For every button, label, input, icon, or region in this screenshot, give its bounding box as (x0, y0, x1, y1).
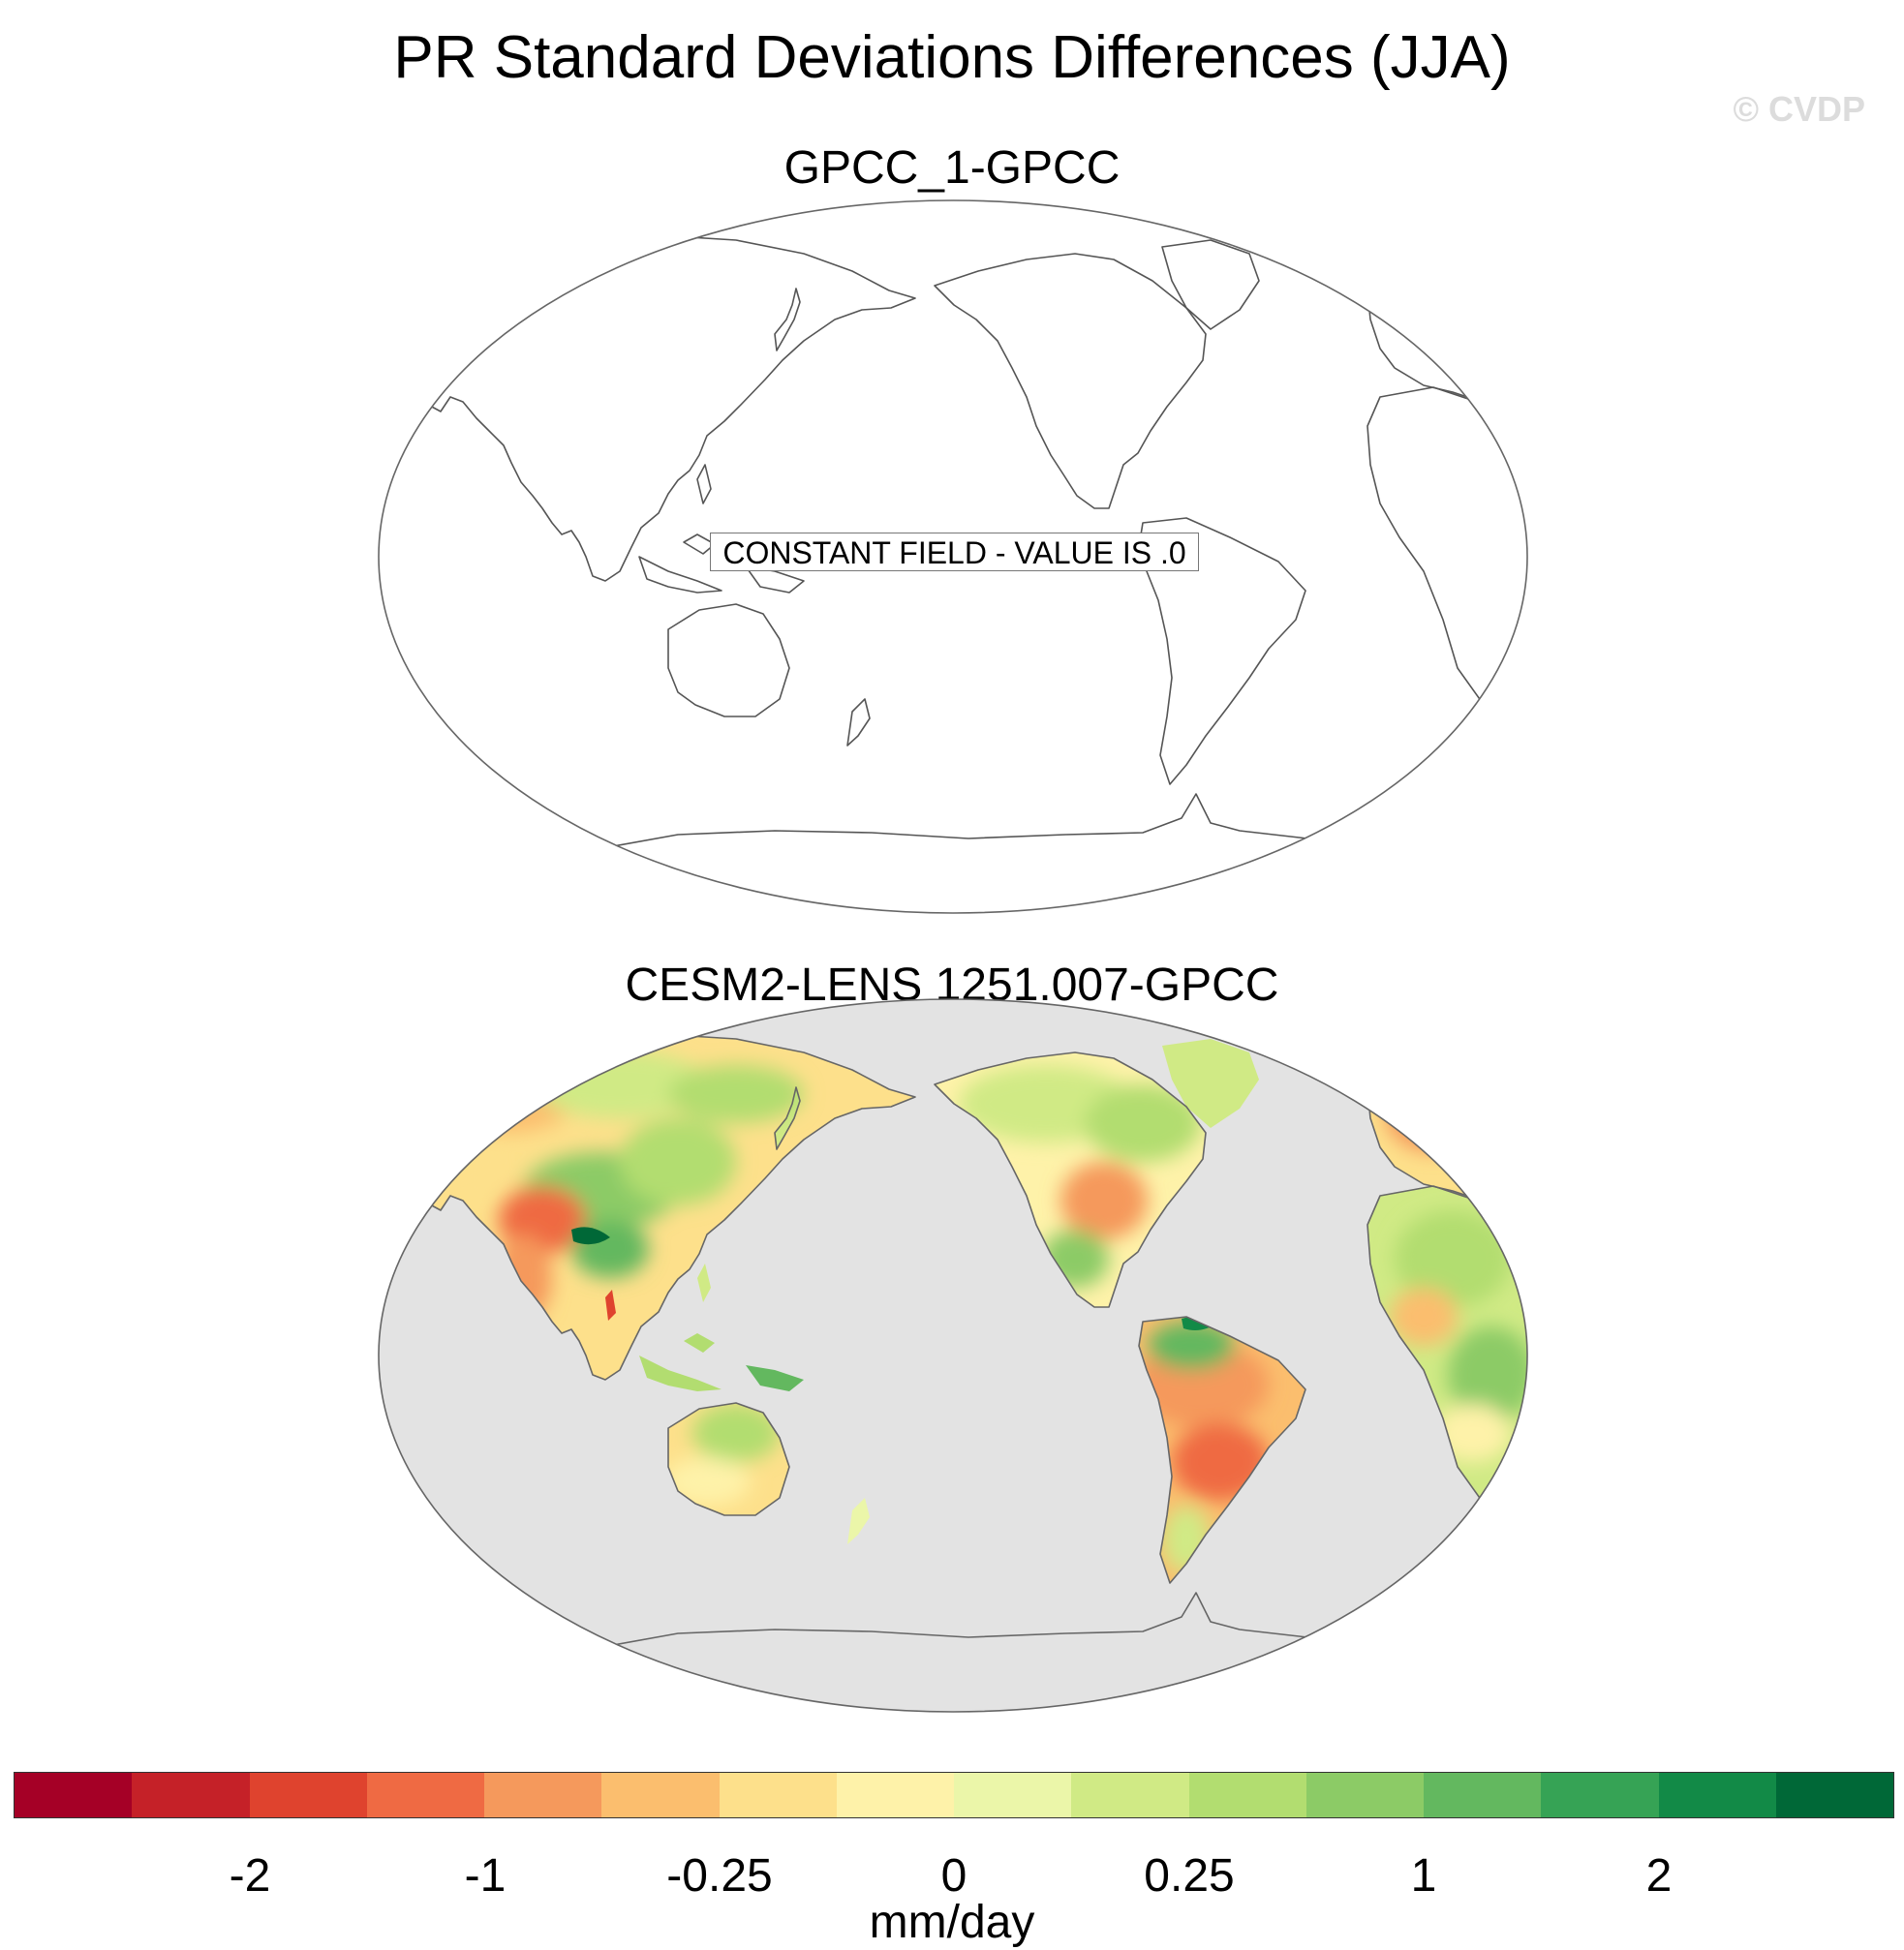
colorbar-tick-label: -0.25 (666, 1850, 773, 1902)
colorbar-swatch (1775, 1773, 1893, 1817)
colorbar-tick-label: 1 (1410, 1850, 1437, 1902)
colorbar-swatch (1305, 1773, 1424, 1817)
colorbar-tick-label: 2 (1645, 1850, 1673, 1902)
colorbar-swatch (132, 1773, 250, 1817)
colorbar-tick-label: -1 (464, 1850, 507, 1902)
colorbar-swatch (484, 1773, 602, 1817)
colorbar-swatch (1071, 1773, 1189, 1817)
maps-svg (378, 199, 1528, 1713)
colorbar-tick-label: 0 (940, 1850, 967, 1902)
colorbar-swatch (601, 1773, 720, 1817)
watermark: © CVDP (1733, 89, 1865, 129)
colorbar-swatch (1541, 1773, 1659, 1817)
map-panel-filled (378, 998, 1528, 1713)
colorbar (14, 1772, 1894, 1818)
colorbar-swatch (836, 1773, 954, 1817)
colorbar-units: mm/day (869, 1897, 1035, 1948)
colorbar-swatch (1424, 1773, 1542, 1817)
panel-1-title: GPCC_1-GPCC (783, 142, 1121, 194)
colorbar-swatch (15, 1773, 133, 1817)
colorbar-swatch (954, 1773, 1072, 1817)
colorbar-tick-label: 0.25 (1144, 1850, 1235, 1902)
colorbar-swatch (366, 1773, 484, 1817)
figure-title: PR Standard Deviations Differences (JJA) (393, 24, 1511, 91)
constant-field-label: CONSTANT FIELD - VALUE IS .0 (710, 533, 1199, 571)
colorbar-swatch (1188, 1773, 1306, 1817)
colorbar-swatch (1658, 1773, 1776, 1817)
colorbar-swatch (249, 1773, 367, 1817)
map-boundary-panel-1 (378, 199, 1528, 914)
colorbar-swatch (719, 1773, 837, 1817)
colorbar-tick-label: -2 (229, 1850, 271, 1902)
map-boundary-panel-2 (378, 998, 1528, 1713)
